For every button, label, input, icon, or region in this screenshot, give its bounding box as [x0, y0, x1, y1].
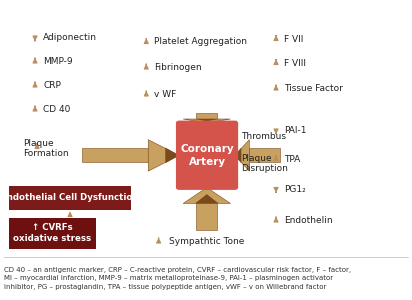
Polygon shape — [183, 188, 231, 203]
Text: Tissue Factor: Tissue Factor — [284, 84, 343, 93]
Text: ↑ CVRFs
oxidative stress: ↑ CVRFs oxidative stress — [14, 223, 91, 244]
Text: Endothelial Cell Dysfunction: Endothelial Cell Dysfunction — [1, 193, 139, 202]
Polygon shape — [165, 148, 179, 163]
Polygon shape — [249, 148, 280, 163]
Polygon shape — [196, 203, 218, 230]
Polygon shape — [82, 148, 148, 163]
Text: CD 40: CD 40 — [43, 105, 70, 114]
Text: CD 40 – an antigenic marker, CRP – C-reactive protein, CVRF – cardiovascular ris: CD 40 – an antigenic marker, CRP – C-rea… — [4, 267, 351, 290]
FancyBboxPatch shape — [9, 218, 96, 249]
FancyBboxPatch shape — [9, 186, 131, 210]
FancyBboxPatch shape — [176, 121, 238, 190]
Text: MMP-9: MMP-9 — [43, 57, 73, 66]
Text: PAI-1: PAI-1 — [284, 126, 307, 135]
Polygon shape — [195, 194, 219, 203]
Text: Coronary
Artery: Coronary Artery — [180, 144, 234, 167]
Text: PG1₂: PG1₂ — [284, 184, 306, 194]
Polygon shape — [183, 119, 231, 123]
Polygon shape — [235, 148, 241, 163]
Text: Plaque
Disruption: Plaque Disruption — [241, 154, 288, 173]
Polygon shape — [195, 119, 219, 121]
Polygon shape — [235, 140, 249, 171]
Text: Endothelin: Endothelin — [284, 216, 333, 225]
Text: F VII: F VII — [284, 34, 304, 43]
Text: Adiponectin: Adiponectin — [43, 33, 97, 42]
Text: Thrombus: Thrombus — [241, 132, 286, 141]
Text: TPA: TPA — [284, 154, 300, 164]
Text: Plaque
Formation: Plaque Formation — [23, 139, 68, 158]
Polygon shape — [148, 140, 179, 171]
Text: v WF: v WF — [154, 90, 177, 99]
Text: F VIII: F VIII — [284, 58, 306, 68]
Text: Sympathtic Tone: Sympathtic Tone — [169, 237, 244, 246]
Text: Platelet Aggregation: Platelet Aggregation — [154, 38, 248, 46]
Text: CRP: CRP — [43, 81, 61, 90]
Text: Fibrinogen: Fibrinogen — [154, 63, 202, 72]
Polygon shape — [196, 112, 218, 119]
